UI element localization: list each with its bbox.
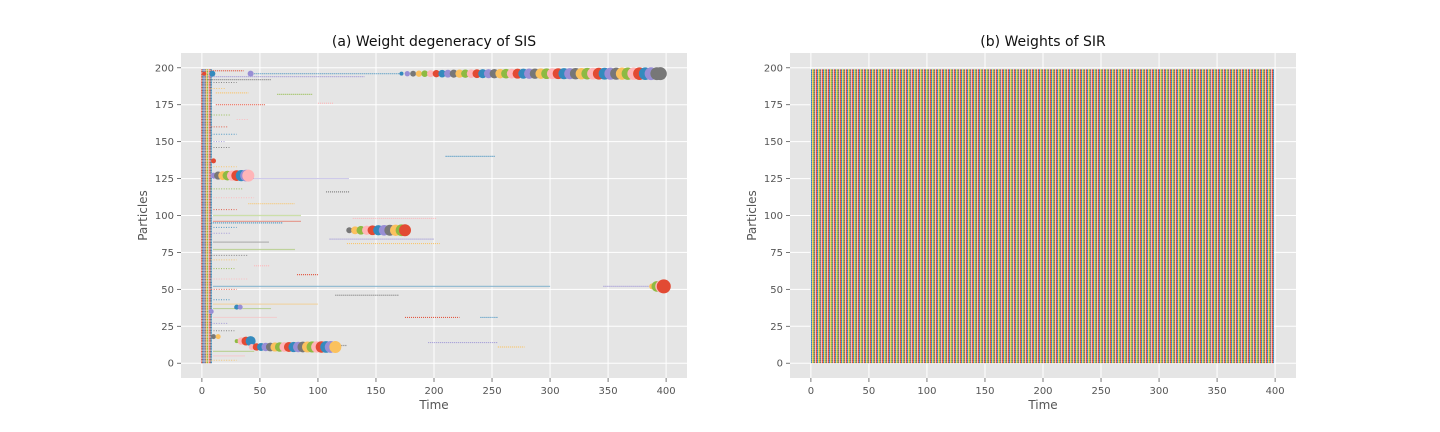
x-tick-label: 150 [975, 386, 994, 397]
x-tick-label: 200 [424, 386, 443, 397]
chart-title-sir: (b) Weights of SIR [980, 34, 1106, 50]
y-tick-label: 100 [155, 211, 174, 222]
y-tick-label: 75 [161, 248, 174, 259]
sis-point-particle-38 [237, 304, 243, 310]
sis-point-particle-38 [234, 304, 240, 310]
sis-point-particle-196 [404, 71, 410, 77]
x-tick-label: 350 [599, 386, 618, 397]
sis-point-particle-196 [247, 70, 254, 77]
x-tick-label: 400 [657, 386, 676, 397]
y-tick-label: 25 [161, 322, 174, 333]
x-tick-label: 250 [1091, 386, 1110, 397]
sis-point-particle-196 [421, 70, 429, 78]
sis-point-particle-196 [455, 69, 464, 78]
x-tick-label: 200 [1033, 386, 1052, 397]
chart-panel-sis: 0 50 100 150 200 250 300 350 400 0 25 50 75 100 125 15… [136, 34, 687, 412]
y-tick-label: 125 [764, 174, 783, 185]
y-tick-label: 175 [155, 100, 174, 111]
sis-point-particle-52 [656, 279, 671, 294]
x-tick-label: 100 [917, 386, 936, 397]
x-tick-label: 50 [254, 386, 267, 397]
sis-point-particle-196 [427, 70, 435, 78]
sis-point-particle-196 [202, 71, 207, 76]
y-axis-label-sis: Particles [136, 190, 150, 241]
y-tick-labels-sis: 0 25 50 75 100 125 150 175 200 [155, 63, 181, 370]
y-tick-label: 175 [764, 100, 783, 111]
sis-point-particle-35 [208, 309, 214, 315]
y-tick-label: 25 [770, 322, 783, 333]
sis-point-particle-11 [329, 340, 342, 353]
x-axis-label-sis: Time [418, 398, 448, 412]
x-tick-label: 0 [199, 386, 205, 397]
sis-point-particle-196 [438, 69, 446, 78]
y-tick-label: 50 [161, 285, 174, 296]
x-tick-label: 300 [1150, 386, 1169, 397]
y-tick-label: 0 [168, 359, 174, 370]
x-tick-label: 300 [541, 386, 560, 397]
sis-point-particle-90 [398, 224, 411, 237]
markers-sis [201, 67, 671, 364]
sis-point-particle-18 [215, 334, 221, 340]
sis-point-particle-196 [415, 70, 423, 77]
y-tick-label: 150 [155, 137, 174, 148]
y-tick-label: 0 [777, 359, 783, 370]
sis-point-particle-196 [653, 67, 667, 81]
grid-sis [181, 53, 687, 378]
sis-point-particle-196 [444, 69, 452, 78]
sis-point-particle-137 [210, 158, 216, 164]
sis-point-particle-15 [234, 339, 239, 344]
x-tick-labels-sis: 0 50 100 150 200 250 300 350 400 [199, 378, 676, 397]
chart-title-sis: (a) Weight degeneracy of SIS [332, 34, 536, 50]
x-tick-label: 250 [482, 386, 501, 397]
sir-weights-field [810, 69, 1274, 364]
x-tick-label: 150 [366, 386, 385, 397]
y-tick-label: 75 [770, 248, 783, 259]
y-tick-label: 200 [764, 63, 783, 74]
y-tick-label: 100 [764, 211, 783, 222]
sis-point-particle-15 [245, 336, 256, 347]
x-axis-label-sir: Time [1027, 398, 1057, 412]
y-tick-label: 50 [770, 285, 783, 296]
sis-point-particle-196 [399, 71, 404, 76]
x-tick-label: 0 [808, 386, 814, 397]
sis-point-particle-127 [242, 169, 255, 182]
y-tick-label: 200 [155, 63, 174, 74]
sis-point-particle-196 [432, 70, 440, 78]
sis-point-particle-196 [410, 70, 417, 77]
chart-panel-sir: 0 50 100 150 200 250 300 350 400 0 25 50 75 100 125 15… [745, 34, 1296, 412]
sis-point-particle-90 [346, 227, 353, 234]
x-tick-label: 400 [1266, 386, 1285, 397]
y-tick-labels-sir: 0 25 50 75 100 125 150 175 200 [764, 63, 790, 370]
x-tick-label: 50 [863, 386, 876, 397]
y-tick-label: 150 [764, 137, 783, 148]
x-tick-labels-sir: 0 50 100 150 200 250 300 350 400 [808, 378, 1285, 397]
y-axis-label-sir: Particles [745, 190, 759, 241]
y-tick-label: 125 [155, 174, 174, 185]
sis-point-particle-196 [209, 70, 216, 77]
x-tick-label: 100 [308, 386, 327, 397]
x-tick-label: 350 [1208, 386, 1227, 397]
sis-point-particle-196 [449, 69, 458, 78]
sis-point-particle-18 [210, 334, 216, 340]
